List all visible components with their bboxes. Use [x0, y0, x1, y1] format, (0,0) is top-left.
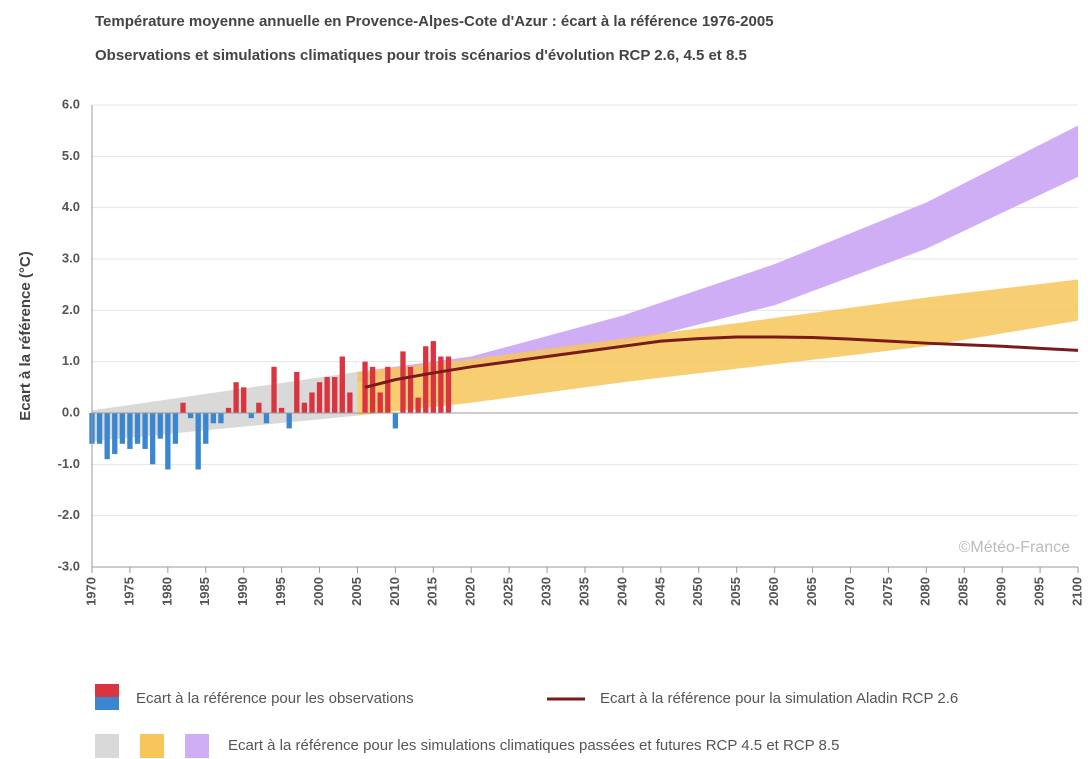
- bar: [172, 413, 179, 444]
- x-tick-label: 2100: [1069, 577, 1084, 606]
- y-tick-label: -1.0: [58, 456, 80, 471]
- bar: [195, 413, 201, 470]
- x-tick-label: 2025: [501, 577, 516, 606]
- y-tick-label: -2.0: [58, 507, 80, 522]
- bar: [347, 392, 353, 413]
- bar: [210, 413, 217, 424]
- line: [364, 335, 1079, 389]
- legend-swatch: [185, 734, 209, 758]
- x-tick-label: 2015: [425, 577, 440, 606]
- bar: [233, 382, 239, 413]
- bar: [104, 413, 110, 460]
- x-tick-label: 2075: [880, 577, 895, 606]
- bar: [271, 366, 277, 413]
- bar: [157, 413, 163, 439]
- x-tick-label: 2035: [576, 577, 591, 606]
- bar: [423, 346, 429, 413]
- bar: [278, 407, 285, 413]
- bar: [286, 413, 292, 429]
- y-tick-label: 4.0: [62, 199, 80, 214]
- bar: [96, 413, 103, 444]
- legend-swatch: [95, 697, 119, 710]
- legend-label: Ecart à la référence pour la simulation …: [600, 690, 958, 707]
- bar: [127, 413, 133, 449]
- bar: [165, 413, 171, 470]
- bar: [309, 392, 315, 413]
- bar: [294, 371, 300, 413]
- y-tick-label: 0.0: [62, 404, 80, 419]
- x-tick-label: 2045: [652, 577, 667, 606]
- x-tick-label: 1985: [197, 577, 212, 606]
- bar: [407, 366, 414, 413]
- legend-swatch: [140, 734, 164, 758]
- chart-subtitle: Observations et simulations climatiques …: [95, 47, 747, 64]
- x-tick-label: 1980: [159, 577, 174, 606]
- x-tick-label: 2085: [956, 577, 971, 606]
- bar: [430, 341, 436, 413]
- bar: [445, 356, 452, 413]
- legend-swatch: [95, 684, 119, 697]
- bar: [400, 351, 406, 413]
- x-tick-label: 2050: [690, 577, 705, 606]
- x-tick-label: 2000: [311, 577, 326, 606]
- y-tick-label: 2.0: [62, 302, 80, 317]
- y-tick-label: 3.0: [62, 250, 80, 265]
- bar: [339, 356, 345, 413]
- bar: [438, 356, 444, 413]
- y-tick-label: 1.0: [62, 353, 80, 368]
- bar: [218, 413, 224, 424]
- bar: [187, 413, 194, 419]
- x-tick-label: 2040: [614, 577, 629, 606]
- x-tick-label: 2010: [387, 577, 402, 606]
- bar: [301, 402, 308, 413]
- bar: [150, 413, 156, 465]
- bar: [248, 413, 254, 419]
- bar: [142, 413, 148, 449]
- bar: [316, 382, 323, 413]
- bar: [203, 413, 209, 444]
- legend-swatch: [95, 734, 119, 758]
- x-tick-label: 2055: [728, 577, 743, 606]
- x-tick-label: 2030: [539, 577, 554, 606]
- bar: [385, 366, 391, 413]
- x-tick-label: 2060: [766, 577, 781, 606]
- x-tick-label: 2020: [463, 577, 478, 606]
- bar: [134, 413, 141, 444]
- bar: [369, 366, 376, 413]
- y-tick-label: 6.0: [62, 96, 80, 111]
- bar: [332, 377, 338, 413]
- y-axis-label: Ecart à la référence (°C): [17, 251, 34, 420]
- bar: [392, 413, 399, 429]
- y-tick-label: 5.0: [62, 148, 80, 163]
- x-tick-label: 2090: [994, 577, 1009, 606]
- x-tick-label: 1975: [121, 577, 136, 606]
- legend-label: Ecart à la référence pour les observatio…: [136, 690, 414, 707]
- watermark: ©Météo-France: [959, 539, 1070, 556]
- x-tick-label: 2070: [842, 577, 857, 606]
- x-tick-label: 2095: [1032, 577, 1047, 606]
- legend-label: Ecart à la référence pour les simulation…: [228, 737, 839, 754]
- x-tick-label: 2065: [804, 577, 819, 606]
- x-tick-label: 2080: [918, 577, 933, 606]
- bar: [180, 402, 186, 413]
- chart-title: Température moyenne annuelle en Provence…: [95, 13, 774, 30]
- bar: [225, 407, 232, 413]
- bar: [256, 402, 262, 413]
- bar: [415, 397, 421, 413]
- bar: [241, 387, 247, 413]
- band: [357, 279, 1078, 416]
- bar: [263, 413, 270, 424]
- y-tick-label: -3.0: [58, 558, 80, 573]
- x-tick-label: 1970: [83, 577, 98, 606]
- bar: [119, 413, 125, 444]
- bar: [112, 413, 118, 455]
- bar: [324, 377, 330, 413]
- x-tick-label: 1995: [273, 577, 288, 606]
- bar: [377, 392, 383, 413]
- x-tick-label: 1990: [235, 577, 250, 606]
- x-tick-label: 2005: [349, 577, 364, 606]
